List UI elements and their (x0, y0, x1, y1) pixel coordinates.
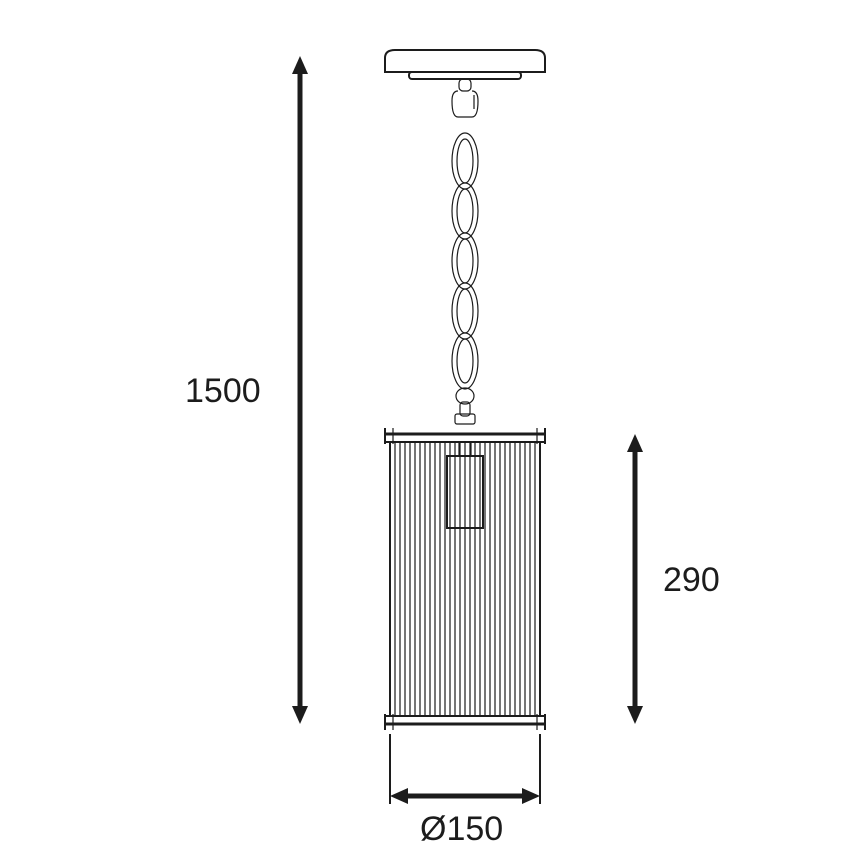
diameter-label: Ø150 (420, 810, 503, 848)
shade-height-label: 290 (663, 561, 720, 599)
total-height-label: 1500 (185, 372, 261, 410)
